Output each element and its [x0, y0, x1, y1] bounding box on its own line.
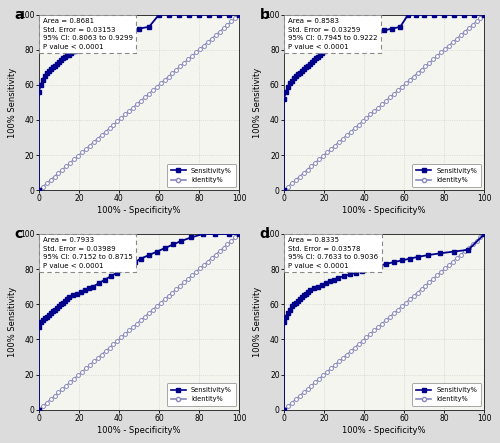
- Text: a: a: [14, 8, 24, 22]
- Text: Area = 0.8681
Std. Error = 0.03153
95% CI: 0.8063 to 0.9299
P value < 0.0001: Area = 0.8681 Std. Error = 0.03153 95% C…: [43, 18, 133, 50]
- Y-axis label: 100% Sensitivity: 100% Sensitivity: [254, 287, 262, 357]
- X-axis label: 100% - Specificity%: 100% - Specificity%: [98, 426, 181, 435]
- Legend: Sensitivity%, Identity%: Sensitivity%, Identity%: [412, 163, 481, 187]
- Text: Area = 0.8335
Std. Error = 0.03578
95% CI: 0.7633 to 0.9036
P value < 0.0001: Area = 0.8335 Std. Error = 0.03578 95% C…: [288, 237, 378, 269]
- X-axis label: 100% - Specificity%: 100% - Specificity%: [342, 426, 426, 435]
- X-axis label: 100% - Specificity%: 100% - Specificity%: [342, 206, 426, 215]
- Y-axis label: 100% Sensitivity: 100% Sensitivity: [8, 67, 18, 137]
- Legend: Sensitivity%, Identity%: Sensitivity%, Identity%: [412, 383, 481, 406]
- Y-axis label: 100% Sensitivity: 100% Sensitivity: [8, 287, 18, 357]
- Text: c: c: [14, 227, 23, 241]
- Text: d: d: [260, 227, 270, 241]
- X-axis label: 100% - Specificity%: 100% - Specificity%: [98, 206, 181, 215]
- Text: Area = 0.7933
Std. Error = 0.03989
95% CI: 0.7152 to 0.8715
P value < 0.0001: Area = 0.7933 Std. Error = 0.03989 95% C…: [43, 237, 132, 269]
- Legend: Sensitivity%, Identity%: Sensitivity%, Identity%: [167, 383, 236, 406]
- Legend: Sensitivity%, Identity%: Sensitivity%, Identity%: [167, 163, 236, 187]
- Text: b: b: [260, 8, 270, 22]
- Text: Area = 0.8583
Std. Error = 0.03259
95% CI: 0.7945 to 0.9222
P value < 0.0001: Area = 0.8583 Std. Error = 0.03259 95% C…: [288, 18, 378, 50]
- Y-axis label: 100% Sensitivity: 100% Sensitivity: [254, 67, 262, 137]
